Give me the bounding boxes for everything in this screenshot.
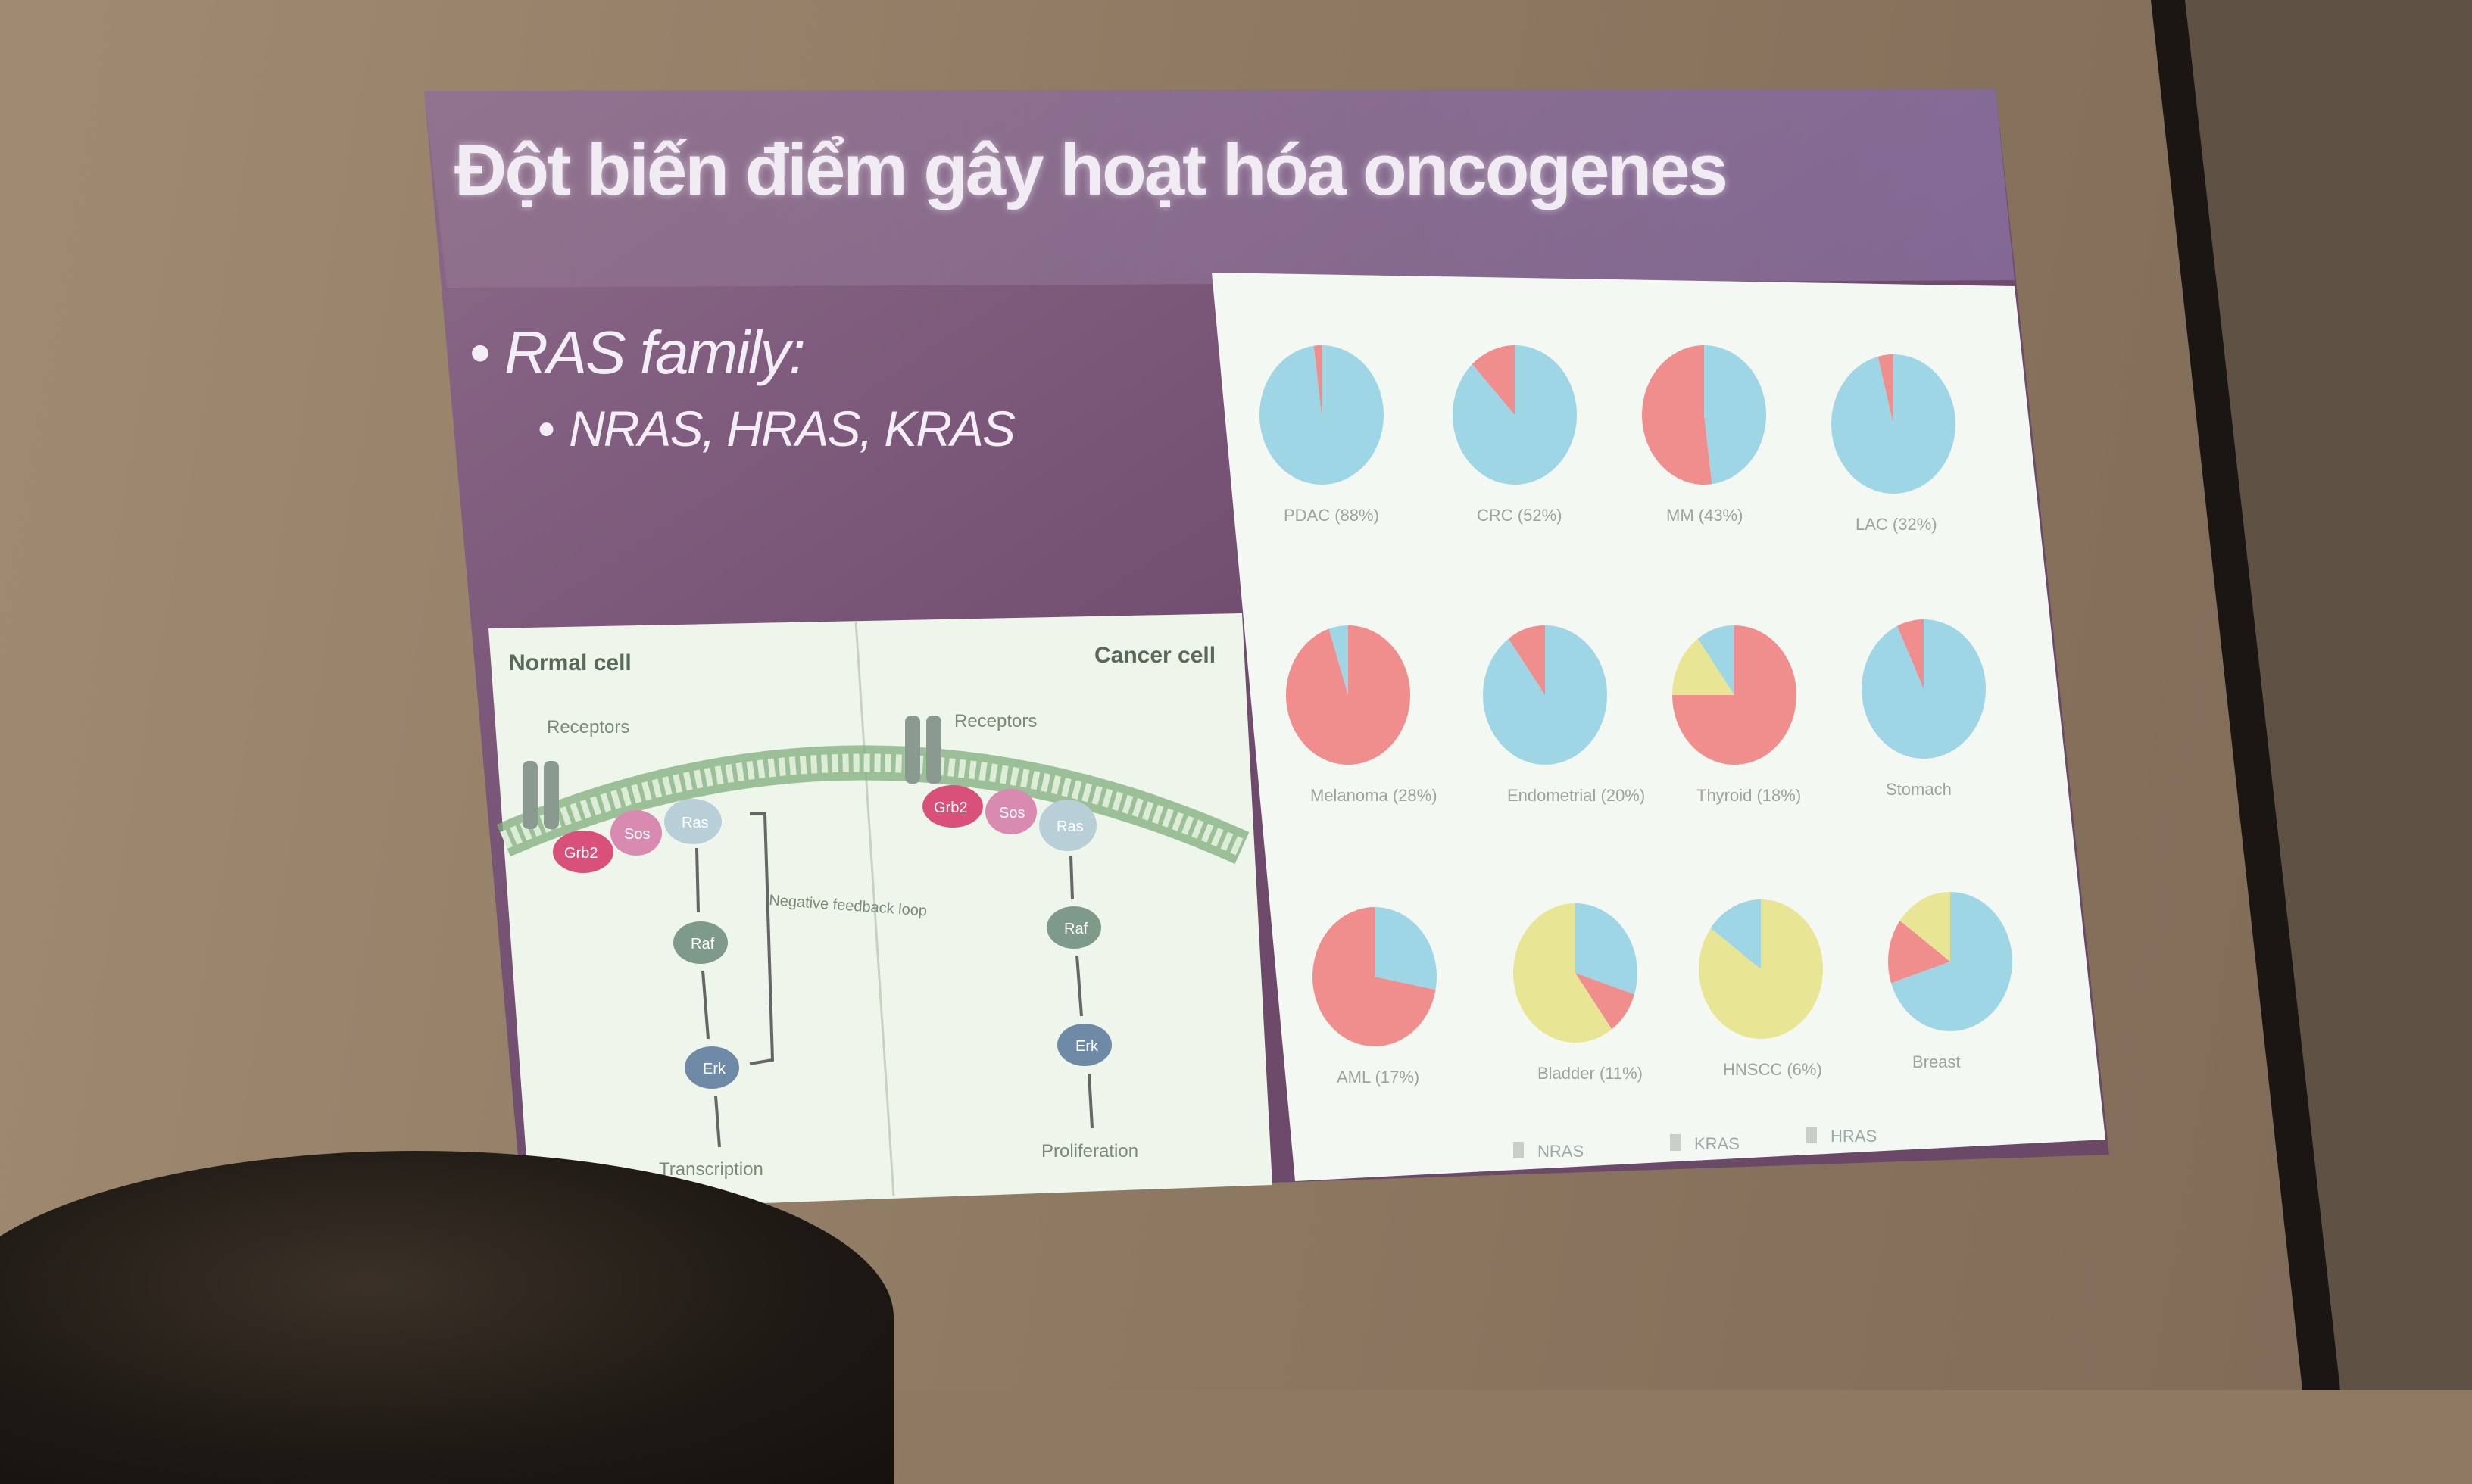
legend-nras: NRAS	[1537, 1142, 1584, 1161]
ras-normal	[664, 799, 722, 844]
pie-label: Thyroid (18%)	[1696, 786, 1801, 805]
raf-label-cancer: Raf	[1064, 921, 1088, 937]
normal-cell-label: Normal cell	[509, 650, 632, 675]
sos-cancer	[985, 789, 1037, 834]
pie-slice	[1862, 619, 1986, 759]
bullet-text: RAS family:	[504, 319, 806, 386]
pie-slice	[1672, 638, 1734, 695]
raf-normal	[673, 921, 728, 964]
ras-pathway-figure: Normal cell Cancer cell Receptors Recept…	[488, 613, 1272, 1211]
raf-label: Raf	[691, 936, 715, 952]
ras-mutation-pie-figure: PDAC (88%) CRC (52%) MM (43%) LAC (32%) Mela…	[1212, 273, 2105, 1181]
pie-chart: Thyroid (18%)	[1672, 625, 1801, 805]
bullet-ras-genes: • NRAS, HRAS, KRAS	[538, 401, 1016, 457]
pie-slice	[1710, 899, 1761, 969]
sos-label: Sos	[624, 826, 650, 843]
sos-normal	[610, 810, 662, 856]
pie-slice	[1508, 625, 1545, 695]
pie-chart: Endometrial (20%)	[1483, 625, 1645, 805]
pie-label: HNSCC (6%)	[1723, 1060, 1822, 1079]
pie-chart: PDAC (88%)	[1259, 345, 1384, 525]
pie-legend: NRAS KRAS HRAS	[1513, 1127, 1877, 1161]
pie-label: Endometrial (20%)	[1507, 786, 1645, 805]
raf-cancer	[1047, 906, 1101, 949]
grb2-normal	[553, 831, 613, 873]
pie-slice	[1575, 973, 1634, 1030]
transcription-label: Transcription	[659, 1159, 763, 1180]
pie-chart: HNSCC (6%)	[1699, 899, 1823, 1079]
receptors-label-cancer: Receptors	[954, 711, 1037, 731]
bullet-text: NRAS, HRAS, KRAS	[569, 401, 1016, 457]
pie-label: Bladder (11%)	[1537, 1064, 1643, 1083]
pie-chart: Melanoma (28%)	[1285, 625, 1437, 805]
legend-hras: HRAS	[1831, 1127, 1877, 1146]
pie-chart: CRC (52%)	[1453, 345, 1577, 525]
receptors-label-normal: Receptors	[547, 717, 629, 737]
pie-slice	[1312, 907, 1436, 1047]
pie-chart: MM (43%)	[1641, 345, 1766, 525]
pie-slice	[1704, 345, 1766, 485]
ras-label: Ras	[682, 815, 709, 831]
erk-label-cancer: Erk	[1075, 1038, 1099, 1055]
erk-label: Erk	[703, 1061, 726, 1077]
pie-slice	[1641, 345, 1712, 485]
pie-label: Melanoma (28%)	[1310, 786, 1437, 805]
receptor-normal	[523, 761, 559, 829]
pie-slice	[1575, 903, 1637, 995]
proliferation-label: Proliferation	[1041, 1141, 1138, 1161]
ras-cancer	[1039, 800, 1097, 851]
pie-label: Breast	[1912, 1052, 1961, 1071]
pie-label: CRC (52%)	[1477, 506, 1562, 525]
pie-slice	[1897, 619, 1924, 689]
pie-slice	[1899, 892, 1950, 962]
slide-title: Đột biến điểm gây hoạt hóa oncogenes	[454, 129, 1728, 210]
legend-kras: KRAS	[1694, 1134, 1740, 1153]
pie-label: PDAC (88%)	[1284, 506, 1379, 525]
pie-chart: Breast	[1888, 892, 2012, 1071]
pie-chart: LAC (32%)	[1831, 354, 1955, 534]
pie-slice	[1888, 920, 1950, 984]
erk-cancer	[1057, 1024, 1112, 1066]
pie-slice	[1313, 345, 1322, 415]
pie-chart: AML (17%)	[1312, 907, 1437, 1086]
pie-slice	[1259, 345, 1384, 485]
pie-slice	[1472, 345, 1515, 415]
pie-chart: Stomach	[1862, 619, 1986, 799]
pie-slice	[1375, 907, 1437, 990]
pie-slice	[1328, 625, 1348, 695]
pie-chart: Bladder (11%)	[1513, 903, 1643, 1083]
pie-slice	[1285, 625, 1410, 765]
pie-slice	[1513, 903, 1612, 1043]
receptor-cancer	[905, 716, 941, 784]
cancer-cell-label: Cancer cell	[1094, 643, 1216, 668]
pie-slice	[1877, 354, 1893, 424]
grb2-label: Grb2	[564, 845, 598, 862]
bullet-ras-family: • RAS family:	[470, 319, 806, 386]
erk-normal	[685, 1046, 739, 1089]
grb2-label-cancer: Grb2	[934, 800, 967, 816]
pie-slice	[1697, 625, 1734, 695]
pie-slice	[1891, 892, 2012, 1032]
pie-label: LAC (32%)	[1856, 515, 1937, 534]
ras-label-cancer: Ras	[1057, 818, 1084, 835]
pie-label: Stomach	[1886, 780, 1952, 799]
sos-label-cancer: Sos	[999, 805, 1025, 822]
pie-label: AML (17%)	[1337, 1068, 1419, 1086]
grb2-cancer	[922, 785, 983, 828]
pie-label: MM (43%)	[1666, 506, 1743, 525]
